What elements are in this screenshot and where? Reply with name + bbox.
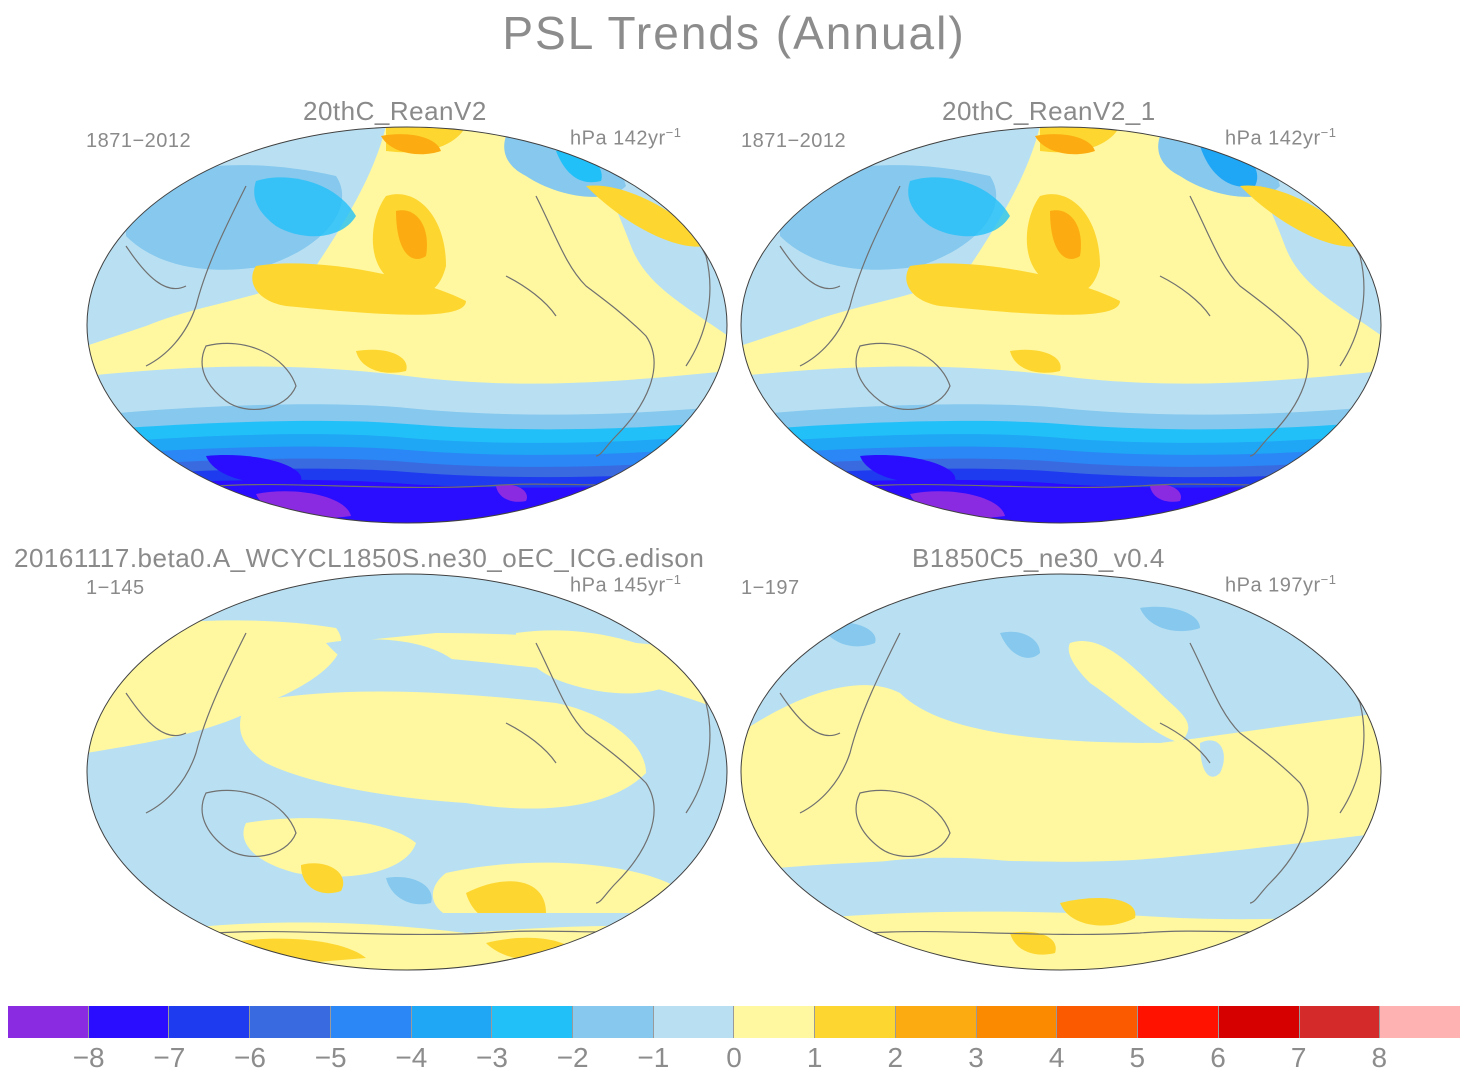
panel-title-beta0: 20161117.beta0.A_WCYCL1850S.ne30_oEC_ICG…	[14, 543, 705, 573]
panel-units-reanv2-1: hPa 142yr−1	[1225, 125, 1337, 150]
colorbar-tick-label: 7	[1290, 1042, 1307, 1073]
map-b1850	[740, 573, 1382, 971]
panel-title-reanv2-1: 20thC_ReanV2_1	[942, 96, 1156, 126]
colorbar-swatch-12	[976, 1006, 1058, 1038]
colorbar-tick-label: −6	[234, 1042, 266, 1073]
panel-units-b1850: hPa 197yr−1	[1225, 572, 1337, 597]
colorbar-swatch-11	[895, 1006, 977, 1038]
panel-units-beta0: hPa 145yr−1	[570, 572, 682, 597]
colorbar-tick-label: −8	[72, 1042, 105, 1073]
colorbar-tick-label: −5	[314, 1042, 347, 1073]
colorbar-swatch-1	[88, 1006, 170, 1038]
colorbar-tick-label: −4	[395, 1042, 428, 1073]
colorbar-swatch-6	[492, 1006, 574, 1038]
map-reanv2	[86, 126, 728, 524]
colorbar-tick-label: −7	[153, 1042, 186, 1073]
map-reanv2-1	[740, 126, 1382, 524]
colorbar-swatch-4	[330, 1006, 412, 1038]
colorbar-swatch-13	[1057, 1006, 1139, 1038]
colorbar-tick-label: −1	[637, 1042, 670, 1073]
colorbar-tick-label: 6	[1210, 1042, 1226, 1073]
colorbar-tick-label: −2	[556, 1042, 589, 1073]
colorbar-tick-label: 3	[968, 1042, 984, 1073]
colorbar-swatch-15	[1218, 1006, 1300, 1038]
map-beta0	[86, 573, 728, 971]
panel-units-reanv2: hPa 142yr−1	[570, 125, 682, 150]
figure-title: PSL Trends (Annual)	[502, 7, 966, 59]
colorbar	[8, 1006, 1460, 1038]
colorbar-swatch-7	[573, 1006, 654, 1038]
panel-title-b1850: B1850C5_ne30_v0.4	[912, 543, 1165, 573]
colorbar-swatch-0	[8, 1006, 89, 1038]
panel-years-b1850: 1−197	[741, 577, 800, 599]
colorbar-tick-label: −3	[476, 1042, 508, 1073]
colorbar-swatch-17	[1380, 1006, 1460, 1038]
colorbar-swatch-2	[169, 1006, 251, 1038]
colorbar-tick-label: 4	[1048, 1042, 1065, 1073]
colorbar-swatch-16	[1299, 1006, 1381, 1038]
colorbar-swatch-14	[1138, 1006, 1219, 1038]
colorbar-swatch-8	[653, 1006, 735, 1038]
colorbar-tick-label: 0	[726, 1042, 742, 1073]
colorbar-tick-label: 1	[806, 1042, 823, 1073]
colorbar-swatch-5	[411, 1006, 493, 1038]
colorbar-swatch-10	[815, 1006, 896, 1038]
colorbar-tick-label: 2	[887, 1042, 904, 1073]
colorbar-swatch-3	[250, 1006, 331, 1038]
panel-years-reanv2-1: 1871−2012	[741, 130, 847, 152]
panel-title-reanv2: 20thC_ReanV2	[303, 96, 487, 126]
colorbar-tick-label: 8	[1371, 1042, 1388, 1073]
colorbar-tick-label: 5	[1129, 1042, 1146, 1073]
colorbar-swatch-9	[734, 1006, 816, 1038]
panel-years-beta0: 1−145	[86, 577, 145, 599]
panel-years-reanv2: 1871−2012	[86, 130, 192, 152]
colorbar-ticks: −8 −7 −6 −5 −4 −3 −2 −1 0 1 2 3 4 5 6 7 8	[0, 1042, 1468, 1076]
